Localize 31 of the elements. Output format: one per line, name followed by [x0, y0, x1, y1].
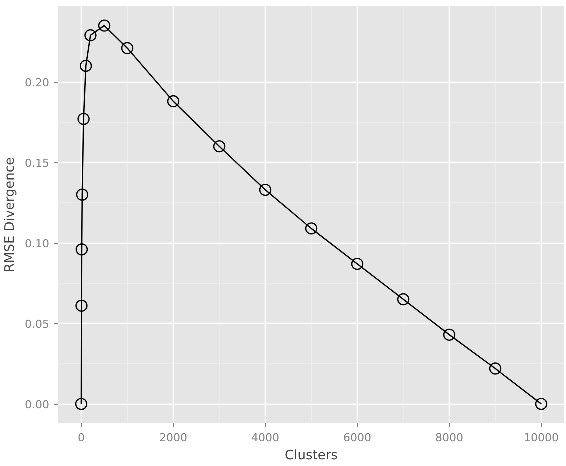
- x-tick-label: 4000: [252, 432, 280, 444]
- x-tick-label: 8000: [436, 432, 464, 444]
- y-tick-label: 0.05: [25, 318, 50, 332]
- y-tick-label: 0.00: [25, 398, 50, 412]
- point: [76, 244, 88, 256]
- x-tick-label: 10000: [524, 432, 560, 444]
- point: [443, 328, 456, 342]
- point: [397, 293, 410, 306]
- point: [489, 362, 502, 375]
- x-tick-label: 2000: [160, 432, 188, 444]
- point: [535, 398, 548, 410]
- y-tick-label: 0.20: [25, 76, 50, 90]
- point: [80, 60, 92, 72]
- x-axis-title: Clusters: [285, 448, 338, 464]
- point: [98, 20, 111, 32]
- point: [78, 113, 90, 126]
- point: [305, 222, 318, 235]
- point: [121, 42, 134, 54]
- x-tick-label: 0: [78, 432, 85, 444]
- point: [351, 258, 364, 270]
- point: [259, 184, 272, 196]
- y-axis-title: RMSE Divergence: [3, 158, 18, 272]
- point: [213, 140, 226, 153]
- point: [75, 398, 88, 410]
- y-tick-label: 0.10: [25, 238, 50, 251]
- y-tick-label: 0.15: [25, 157, 50, 170]
- point: [76, 188, 89, 201]
- x-tick-label: 6000: [344, 432, 372, 444]
- point: [167, 95, 180, 108]
- point: [84, 29, 97, 42]
- point: [76, 300, 88, 312]
